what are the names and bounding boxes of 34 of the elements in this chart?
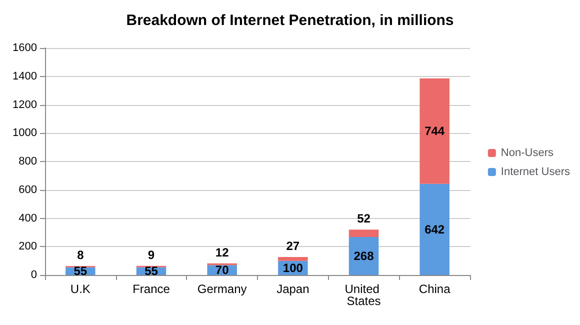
x-tick-label: Japan xyxy=(276,282,310,296)
bar xyxy=(348,230,379,237)
y-tick-label: 600 xyxy=(18,184,37,196)
legend-label: Non-Users xyxy=(500,147,554,159)
y-tick-label: 1400 xyxy=(12,70,37,82)
x-tick-label: Germany xyxy=(197,282,247,296)
x-tick-label: United States xyxy=(344,282,383,308)
data-label: 70 xyxy=(215,263,230,278)
data-label: 52 xyxy=(357,212,371,226)
y-tick-label: 1600 xyxy=(12,42,37,54)
data-label: 100 xyxy=(282,260,304,275)
y-tick-label: 400 xyxy=(18,212,37,224)
bar xyxy=(420,78,450,184)
data-label: 268 xyxy=(354,248,374,263)
data-label: 8 xyxy=(77,248,84,262)
data-label: 55 xyxy=(74,264,88,278)
data-label: 744 xyxy=(424,124,445,138)
x-tick-label: China xyxy=(418,282,451,296)
data-label: 55 xyxy=(144,264,158,278)
y-tick-label: 800 xyxy=(18,156,37,168)
chart-title: Breakdown of Internet Penetration, in millions xyxy=(126,12,454,29)
data-label: 642 xyxy=(424,222,445,236)
x-tick-label: France xyxy=(132,282,170,296)
y-tick-label: 1000 xyxy=(12,127,37,140)
y-tick-label: 1200 xyxy=(12,98,37,111)
y-tick-label: 200 xyxy=(18,240,37,253)
data-label: 12 xyxy=(215,245,230,260)
y-tick-label: 0 xyxy=(30,269,37,281)
x-tick-label: U.K xyxy=(70,282,90,296)
bar xyxy=(278,256,308,261)
data-label: 9 xyxy=(148,248,155,262)
legend-label: Internet Users xyxy=(500,166,570,178)
data-label: 27 xyxy=(286,238,300,253)
bar xyxy=(420,184,450,275)
